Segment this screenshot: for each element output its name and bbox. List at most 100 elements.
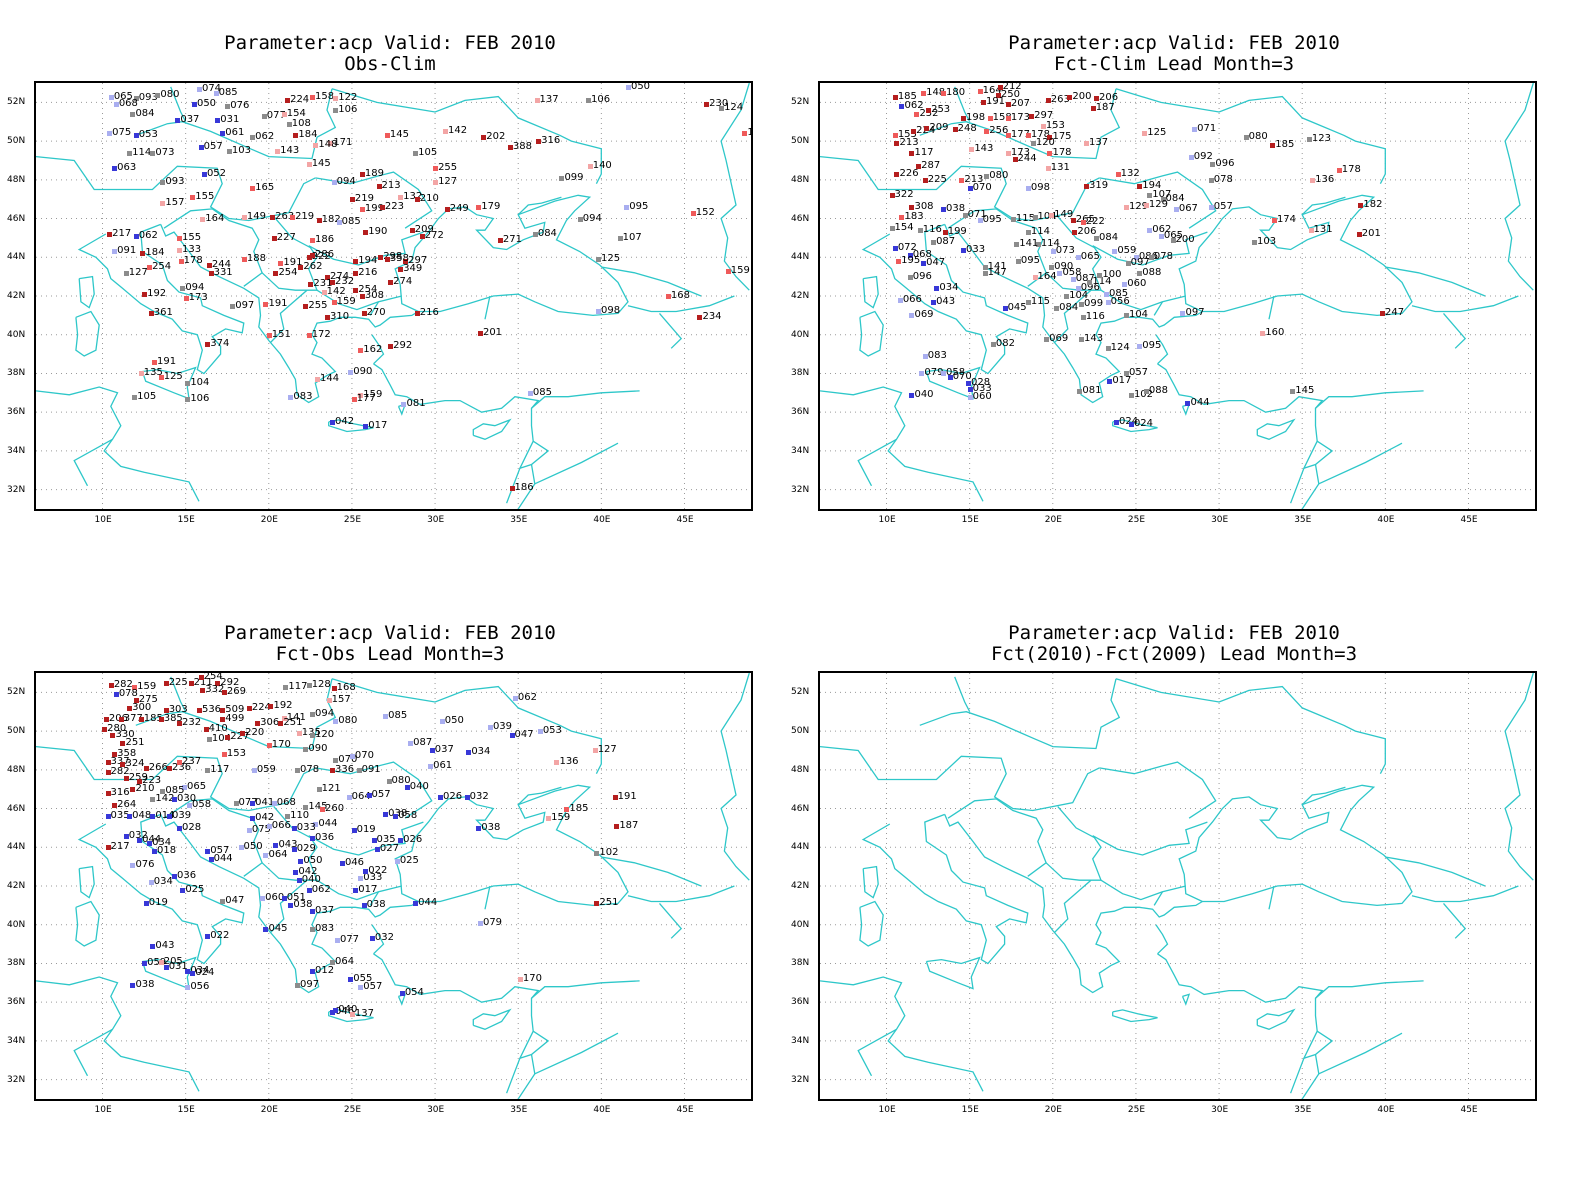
station-marker bbox=[967, 185, 973, 191]
coastline bbox=[954, 86, 971, 122]
station-marker bbox=[316, 787, 322, 793]
station-marker bbox=[148, 880, 154, 886]
station-marker bbox=[298, 858, 304, 864]
station-value: 095 bbox=[1142, 340, 1162, 352]
station-value: 038 bbox=[366, 899, 386, 911]
station-value: 141 bbox=[1019, 237, 1039, 249]
lon-tick-label: 20E bbox=[1044, 515, 1062, 525]
station-marker bbox=[275, 148, 281, 154]
station-value: 074 bbox=[201, 82, 222, 94]
station-value: 098 bbox=[601, 305, 621, 317]
station-value: 038 bbox=[135, 978, 155, 990]
station-marker bbox=[942, 230, 948, 236]
station-marker bbox=[310, 926, 316, 932]
station-marker bbox=[293, 133, 299, 139]
map-frame bbox=[818, 671, 1537, 1101]
lat-tick-label: 32N bbox=[791, 1074, 810, 1085]
station-marker bbox=[1057, 270, 1063, 276]
station-marker bbox=[160, 789, 166, 795]
station-marker bbox=[201, 172, 207, 177]
station-marker bbox=[378, 255, 384, 261]
station-value: 388 bbox=[512, 140, 532, 152]
station-value: 154 bbox=[286, 107, 306, 119]
lon-tick-label: 10E bbox=[878, 515, 896, 525]
station-value: 104 bbox=[190, 377, 210, 389]
station-marker bbox=[250, 800, 256, 806]
station-marker bbox=[1049, 212, 1055, 218]
station-marker bbox=[316, 218, 322, 224]
lat-tick-label: 36N bbox=[791, 997, 810, 1008]
station-value: 098 bbox=[1030, 181, 1050, 193]
station-value: 137 bbox=[354, 1007, 375, 1019]
station-value: 142 bbox=[326, 286, 346, 298]
station-value: 034 bbox=[939, 282, 959, 294]
station-value: 358 bbox=[389, 253, 409, 265]
station-value: 184 bbox=[145, 247, 165, 259]
station-value: 088 bbox=[1142, 266, 1162, 278]
station-marker bbox=[617, 235, 623, 241]
station-marker bbox=[414, 311, 420, 317]
station-marker bbox=[1064, 294, 1070, 299]
station-marker bbox=[329, 767, 335, 773]
station-value: 155 bbox=[182, 231, 202, 243]
station-marker bbox=[383, 812, 389, 818]
station-marker bbox=[270, 214, 276, 220]
station-marker bbox=[984, 129, 990, 135]
station-marker bbox=[517, 976, 523, 982]
station-value: 189 bbox=[364, 168, 384, 179]
station-value: 072 bbox=[897, 241, 917, 253]
lon-tick-label: 45E bbox=[676, 1105, 694, 1115]
station-marker bbox=[208, 856, 214, 862]
station-value: 184 bbox=[298, 129, 318, 141]
station-value: 145 bbox=[311, 158, 331, 170]
station-value: 123 bbox=[1311, 133, 1331, 145]
station-marker bbox=[107, 131, 113, 137]
station-marker bbox=[922, 177, 928, 183]
station-marker bbox=[941, 206, 947, 212]
station-value: 076 bbox=[230, 100, 250, 112]
station-marker bbox=[408, 740, 414, 746]
panel-subtitle: Fct-Clim Lead Month=3 bbox=[1053, 53, 1295, 75]
station-value: 231 bbox=[313, 278, 333, 290]
station-marker bbox=[324, 274, 330, 280]
station-value: 263 bbox=[1050, 94, 1070, 106]
station-marker bbox=[130, 982, 136, 988]
station-value: 069 bbox=[914, 309, 934, 321]
station-marker bbox=[206, 736, 212, 742]
lon-tick-label: 35E bbox=[510, 1105, 528, 1115]
station-marker bbox=[1113, 419, 1119, 425]
station-marker bbox=[477, 330, 483, 336]
coastline bbox=[947, 798, 1047, 877]
station-marker bbox=[188, 680, 194, 686]
panel-title: Parameter:acp Valid: FEB 2010 bbox=[224, 622, 556, 644]
station-value: 186 bbox=[315, 233, 335, 245]
coastline bbox=[820, 976, 984, 1092]
station-value: 143 bbox=[280, 144, 300, 156]
station-value: 158 bbox=[315, 90, 335, 102]
station-marker bbox=[230, 303, 236, 309]
station-marker bbox=[1025, 299, 1031, 305]
lon-tick-label: 20E bbox=[1044, 1105, 1062, 1115]
station-value: 086 bbox=[1139, 252, 1158, 262]
station-marker bbox=[158, 717, 164, 723]
station-marker bbox=[1260, 330, 1266, 336]
station-marker bbox=[303, 303, 309, 309]
coastline bbox=[36, 155, 316, 222]
station-marker bbox=[113, 692, 119, 698]
coastline bbox=[36, 386, 200, 502]
coastline bbox=[1099, 171, 1217, 229]
station-value: 164 bbox=[205, 212, 225, 224]
station-marker bbox=[203, 727, 209, 733]
station-marker bbox=[268, 703, 274, 709]
station-marker bbox=[339, 860, 345, 866]
station-marker bbox=[413, 901, 419, 907]
lat-tick-label: 44N bbox=[791, 842, 810, 853]
lat-tick-label: 38N bbox=[7, 958, 26, 969]
station-value: 046 bbox=[344, 856, 365, 868]
station-value: 262 bbox=[303, 260, 323, 272]
station-value: 066 bbox=[902, 293, 922, 305]
station-marker bbox=[1173, 206, 1179, 212]
station-value: 137 bbox=[539, 94, 559, 106]
station-marker bbox=[404, 785, 410, 791]
station-value: 200 bbox=[1072, 90, 1092, 102]
